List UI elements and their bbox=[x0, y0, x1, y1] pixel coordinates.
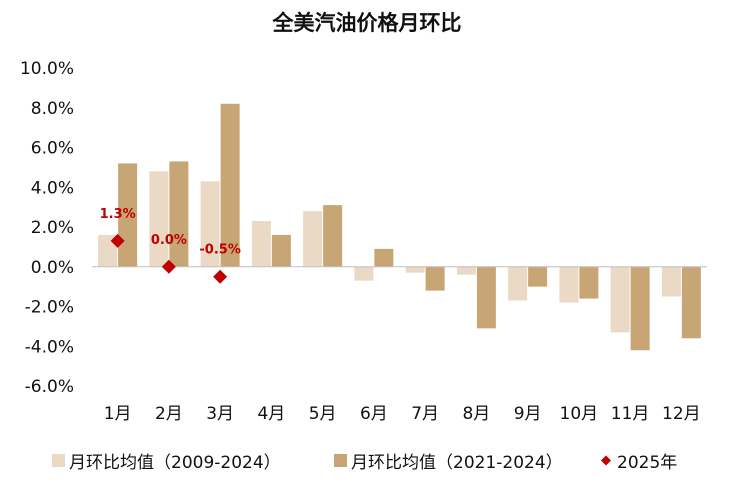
x-tick-label: 8月 bbox=[462, 404, 490, 424]
bar-avg-2021-2024 bbox=[579, 266, 599, 299]
bar-avg-2009-2024 bbox=[149, 171, 169, 267]
x-tick-label: 1月 bbox=[104, 404, 132, 424]
data-label-2025: -0.5% bbox=[199, 243, 240, 258]
bar-avg-2009-2024 bbox=[303, 211, 323, 267]
bar-avg-2021-2024 bbox=[681, 266, 701, 339]
legend-swatch bbox=[52, 454, 65, 467]
x-tick-label: 11月 bbox=[611, 404, 650, 424]
y-tick-label: 6.0% bbox=[31, 139, 74, 159]
bar-avg-2009-2024 bbox=[98, 234, 118, 267]
y-tick-label: -2.0% bbox=[25, 298, 74, 318]
x-tick-label: 10月 bbox=[560, 404, 599, 424]
x-axis: 1月 2月 3月 4月 5月 6月 7月 8月 9月 10月 11月 12月 bbox=[104, 404, 701, 424]
bar-avg-2009-2024 bbox=[559, 266, 579, 303]
bar-avg-2021-2024 bbox=[220, 103, 240, 267]
bar-avg-2021-2024 bbox=[374, 248, 394, 267]
point-2025 bbox=[161, 259, 176, 274]
x-tick-label: 7月 bbox=[411, 404, 439, 424]
bar-avg-2009-2024 bbox=[354, 266, 374, 281]
x-tick-label: 3月 bbox=[206, 404, 234, 424]
bar-avg-2009-2024 bbox=[610, 266, 630, 333]
y-tick-label: 4.0% bbox=[31, 178, 74, 198]
legend-label: 2025年 bbox=[617, 453, 677, 473]
data-label-2025: 0.0% bbox=[151, 233, 187, 248]
legend-label: 月环比均值（2009-2024） bbox=[69, 453, 281, 473]
y-tick-label: 8.0% bbox=[31, 99, 74, 119]
y-axis: 10.0% 8.0% 6.0% 4.0% 2.0% 0.0% -2.0% -4.0% -6.0% bbox=[20, 59, 74, 397]
bar-avg-2009-2024 bbox=[456, 266, 476, 275]
chart-title: 全美汽油价格月环比 bbox=[272, 11, 462, 35]
x-tick-label: 5月 bbox=[309, 404, 337, 424]
bar-avg-2021-2024 bbox=[476, 266, 496, 329]
bar-avg-2009-2024 bbox=[251, 221, 271, 267]
y-tick-label: -6.0% bbox=[25, 377, 74, 397]
bar-avg-2009-2024 bbox=[661, 266, 681, 297]
y-tick-label: 2.0% bbox=[31, 218, 74, 238]
bar-avg-2009-2024 bbox=[200, 181, 220, 267]
legend: 月环比均值（2009-2024） 月环比均值（2021-2024） 2025年 bbox=[52, 453, 677, 473]
x-tick-label: 4月 bbox=[257, 404, 285, 424]
scatter-series: 1.3% 0.0% -0.5% bbox=[100, 207, 241, 284]
x-tick-label: 2月 bbox=[155, 404, 183, 424]
y-tick-label: 0.0% bbox=[31, 258, 74, 278]
bar-avg-2021-2024 bbox=[323, 205, 343, 267]
bar-avg-2021-2024 bbox=[425, 266, 445, 291]
bar-avg-2021-2024 bbox=[271, 234, 291, 267]
y-tick-label: 10.0% bbox=[20, 59, 74, 79]
bar-avg-2009-2024 bbox=[508, 266, 528, 301]
legend-swatch bbox=[601, 455, 611, 466]
bar-avg-2021-2024 bbox=[169, 161, 189, 267]
x-tick-label: 6月 bbox=[360, 404, 388, 424]
bar-series bbox=[98, 103, 701, 351]
point-2025 bbox=[213, 269, 228, 284]
data-label-2025: 1.3% bbox=[100, 207, 136, 222]
bar-avg-2009-2024 bbox=[405, 266, 425, 273]
x-tick-label: 9月 bbox=[514, 404, 542, 424]
y-tick-label: -4.0% bbox=[25, 337, 74, 357]
legend-swatch bbox=[334, 454, 347, 467]
x-tick-label: 12月 bbox=[662, 404, 701, 424]
legend-label: 月环比均值（2021-2024） bbox=[351, 453, 563, 473]
point-2025 bbox=[110, 233, 125, 248]
bar-avg-2021-2024 bbox=[528, 266, 548, 287]
bar-avg-2021-2024 bbox=[630, 266, 650, 351]
